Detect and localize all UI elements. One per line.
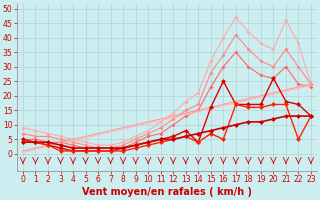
X-axis label: Vent moyen/en rafales ( km/h ): Vent moyen/en rafales ( km/h ): [82, 187, 252, 197]
